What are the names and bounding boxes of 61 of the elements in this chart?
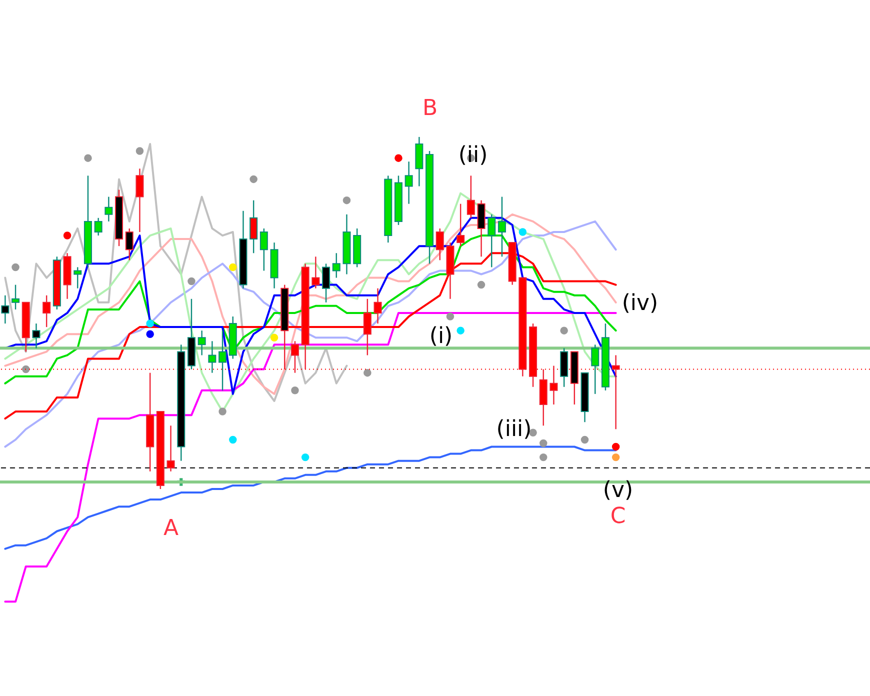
- candlestick: [363, 298, 372, 356]
- point: [229, 263, 237, 272]
- candlestick: [198, 330, 206, 356]
- candlestick: [466, 175, 475, 219]
- point: [580, 436, 589, 444]
- annotation: (ii): [458, 143, 488, 168]
- candlestick: [250, 200, 258, 254]
- text: B: [422, 96, 438, 121]
- annotation: (i): [429, 324, 453, 349]
- point: [146, 330, 154, 338]
- point: [22, 365, 30, 374]
- point: [84, 154, 92, 162]
- candlestick: [208, 340, 216, 374]
- point: [540, 439, 548, 448]
- candlestick: [104, 196, 113, 222]
- point: [612, 453, 620, 462]
- point: [301, 453, 310, 462]
- candlestick: [404, 160, 413, 204]
- point: [136, 147, 144, 155]
- point: [518, 228, 527, 236]
- point: [477, 280, 486, 289]
- candlestick: [42, 294, 51, 328]
- point: [540, 453, 548, 462]
- candlestick: [166, 425, 175, 472]
- candlestick: [260, 228, 268, 272]
- point: [456, 326, 464, 334]
- candlestick: [332, 252, 340, 278]
- point: [291, 386, 299, 394]
- candlestick: [312, 256, 320, 289]
- point: [229, 436, 237, 444]
- point: [560, 326, 568, 334]
- point: [446, 312, 454, 320]
- annotation: (iii): [496, 417, 532, 442]
- candlestick: [125, 228, 134, 261]
- point: [364, 368, 372, 377]
- point: [12, 263, 20, 272]
- point: [250, 175, 258, 184]
- candlestick: [591, 344, 600, 395]
- point: [218, 408, 226, 416]
- candlestick: [12, 284, 20, 310]
- point: [63, 232, 72, 240]
- point: [612, 442, 620, 451]
- candlestick: [94, 217, 102, 236]
- point: [188, 277, 196, 286]
- candlestick: [1, 294, 10, 324]
- point: [394, 154, 402, 162]
- candlestick: [456, 203, 465, 247]
- candlestick: [74, 266, 82, 289]
- point: [270, 334, 278, 342]
- candlestick: [32, 322, 40, 349]
- point: [342, 196, 351, 204]
- annotation: (v): [602, 478, 634, 503]
- candlestick: [136, 168, 144, 233]
- point: [146, 320, 154, 328]
- candlestick: [374, 288, 382, 324]
- text: C: [610, 504, 626, 529]
- candlestick: [322, 263, 330, 304]
- candlestick: [436, 228, 444, 261]
- text: A: [163, 516, 179, 541]
- text: (iv): [622, 291, 658, 316]
- candlestick: [550, 365, 558, 406]
